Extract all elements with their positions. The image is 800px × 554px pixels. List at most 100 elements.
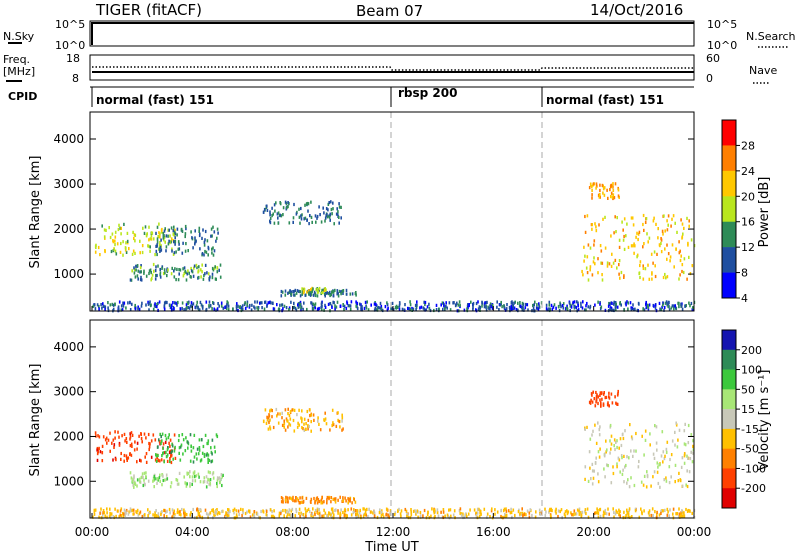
power-cell bbox=[101, 224, 103, 228]
velocity-cell bbox=[566, 509, 568, 513]
velocity-cell bbox=[216, 481, 218, 486]
power-cell bbox=[323, 288, 326, 292]
power-cell bbox=[361, 308, 363, 312]
power-cell bbox=[164, 271, 166, 275]
power-cell bbox=[548, 303, 551, 307]
power-cell bbox=[660, 241, 662, 245]
power-cell bbox=[288, 308, 290, 312]
power-cell bbox=[584, 214, 586, 219]
power-cell bbox=[122, 304, 125, 308]
power-cell bbox=[209, 275, 211, 279]
velocity-colorbar-swatch bbox=[722, 389, 736, 410]
power-cell bbox=[99, 253, 101, 257]
x-tick-label: 08:00 bbox=[275, 525, 310, 539]
power-cell bbox=[527, 308, 529, 312]
power-cell bbox=[612, 182, 614, 186]
velocity-cell bbox=[679, 515, 681, 519]
power-cell bbox=[307, 209, 309, 213]
power-cell bbox=[377, 306, 379, 310]
power-cell bbox=[211, 307, 213, 311]
velocity-cell bbox=[344, 496, 346, 500]
power-cell bbox=[158, 231, 160, 235]
power-cell bbox=[666, 228, 669, 232]
power-cell bbox=[148, 238, 150, 242]
velocity-colorbar-swatch bbox=[722, 488, 736, 509]
power-cell bbox=[549, 307, 551, 311]
velocity-cell bbox=[161, 432, 164, 436]
power-cell bbox=[277, 211, 280, 215]
velocity-cell bbox=[363, 507, 365, 511]
velocity-cell bbox=[686, 484, 689, 489]
power-cell bbox=[299, 300, 302, 304]
power-cell bbox=[376, 304, 378, 308]
power-cell bbox=[581, 306, 584, 310]
power-cell bbox=[481, 300, 483, 304]
power-cell bbox=[594, 222, 596, 226]
velocity-cell bbox=[150, 439, 153, 443]
power-cell bbox=[629, 301, 632, 305]
velocity-cell bbox=[625, 463, 627, 468]
velocity-cell bbox=[144, 513, 146, 517]
power-cell bbox=[167, 242, 170, 246]
power-cell bbox=[619, 302, 621, 306]
velocity-cell bbox=[193, 433, 196, 437]
velocity-cell bbox=[298, 501, 301, 505]
velocity-cell bbox=[557, 514, 559, 519]
velocity-cell bbox=[573, 509, 576, 513]
power-cell bbox=[287, 201, 289, 205]
power-cell bbox=[311, 220, 313, 224]
power-cell bbox=[164, 240, 166, 244]
velocity-cell bbox=[319, 514, 322, 518]
power-cell bbox=[216, 227, 219, 231]
power-cell bbox=[175, 250, 177, 254]
power-cell bbox=[164, 227, 166, 231]
velocity-cell bbox=[205, 475, 208, 479]
power-cell bbox=[171, 249, 173, 253]
power-cell bbox=[118, 223, 120, 227]
velocity-cell bbox=[227, 508, 229, 512]
velocity-cell bbox=[109, 431, 111, 435]
power-cell bbox=[225, 306, 228, 310]
velocity-cell bbox=[334, 497, 337, 501]
power-cell bbox=[634, 244, 636, 248]
power-cell bbox=[505, 307, 508, 311]
power-cell bbox=[301, 287, 303, 291]
power-cell bbox=[189, 275, 192, 279]
velocity-cell bbox=[326, 501, 328, 505]
power-cell bbox=[174, 240, 177, 244]
velocity-cell bbox=[575, 512, 578, 516]
velocity-cell bbox=[131, 433, 134, 437]
velocity-cell bbox=[598, 428, 601, 432]
power-cell bbox=[119, 250, 122, 254]
velocity-cell bbox=[112, 515, 115, 519]
velocity-cell bbox=[161, 510, 163, 514]
power-cell bbox=[667, 304, 669, 309]
velocity-cell bbox=[594, 511, 597, 515]
velocity-cell bbox=[560, 508, 563, 512]
power-cell bbox=[205, 300, 208, 304]
velocity-cell bbox=[679, 479, 682, 483]
velocity-cell bbox=[103, 511, 106, 515]
velocity-cell bbox=[167, 446, 169, 450]
velocity-cell bbox=[312, 514, 314, 518]
velocity-cell bbox=[98, 515, 100, 519]
velocity-cell bbox=[504, 513, 506, 517]
velocity-cell bbox=[272, 514, 274, 518]
velocity-cell bbox=[124, 439, 126, 443]
power-colorbar-tick-label: 12 bbox=[741, 241, 755, 254]
power-cell bbox=[162, 231, 165, 235]
power-cell bbox=[307, 289, 309, 294]
power-cell bbox=[409, 300, 411, 304]
power-cell bbox=[299, 302, 301, 306]
velocity-colorbar-tick-label: -200 bbox=[741, 482, 766, 495]
velocity-cell bbox=[581, 510, 584, 514]
velocity-cell bbox=[129, 437, 131, 441]
velocity-cell bbox=[607, 507, 609, 511]
power-cell bbox=[139, 266, 142, 270]
power-cell bbox=[409, 303, 412, 307]
power-cell bbox=[349, 292, 352, 296]
velocity-cell bbox=[337, 418, 339, 422]
power-cell bbox=[238, 305, 241, 309]
power-cell bbox=[197, 270, 199, 274]
